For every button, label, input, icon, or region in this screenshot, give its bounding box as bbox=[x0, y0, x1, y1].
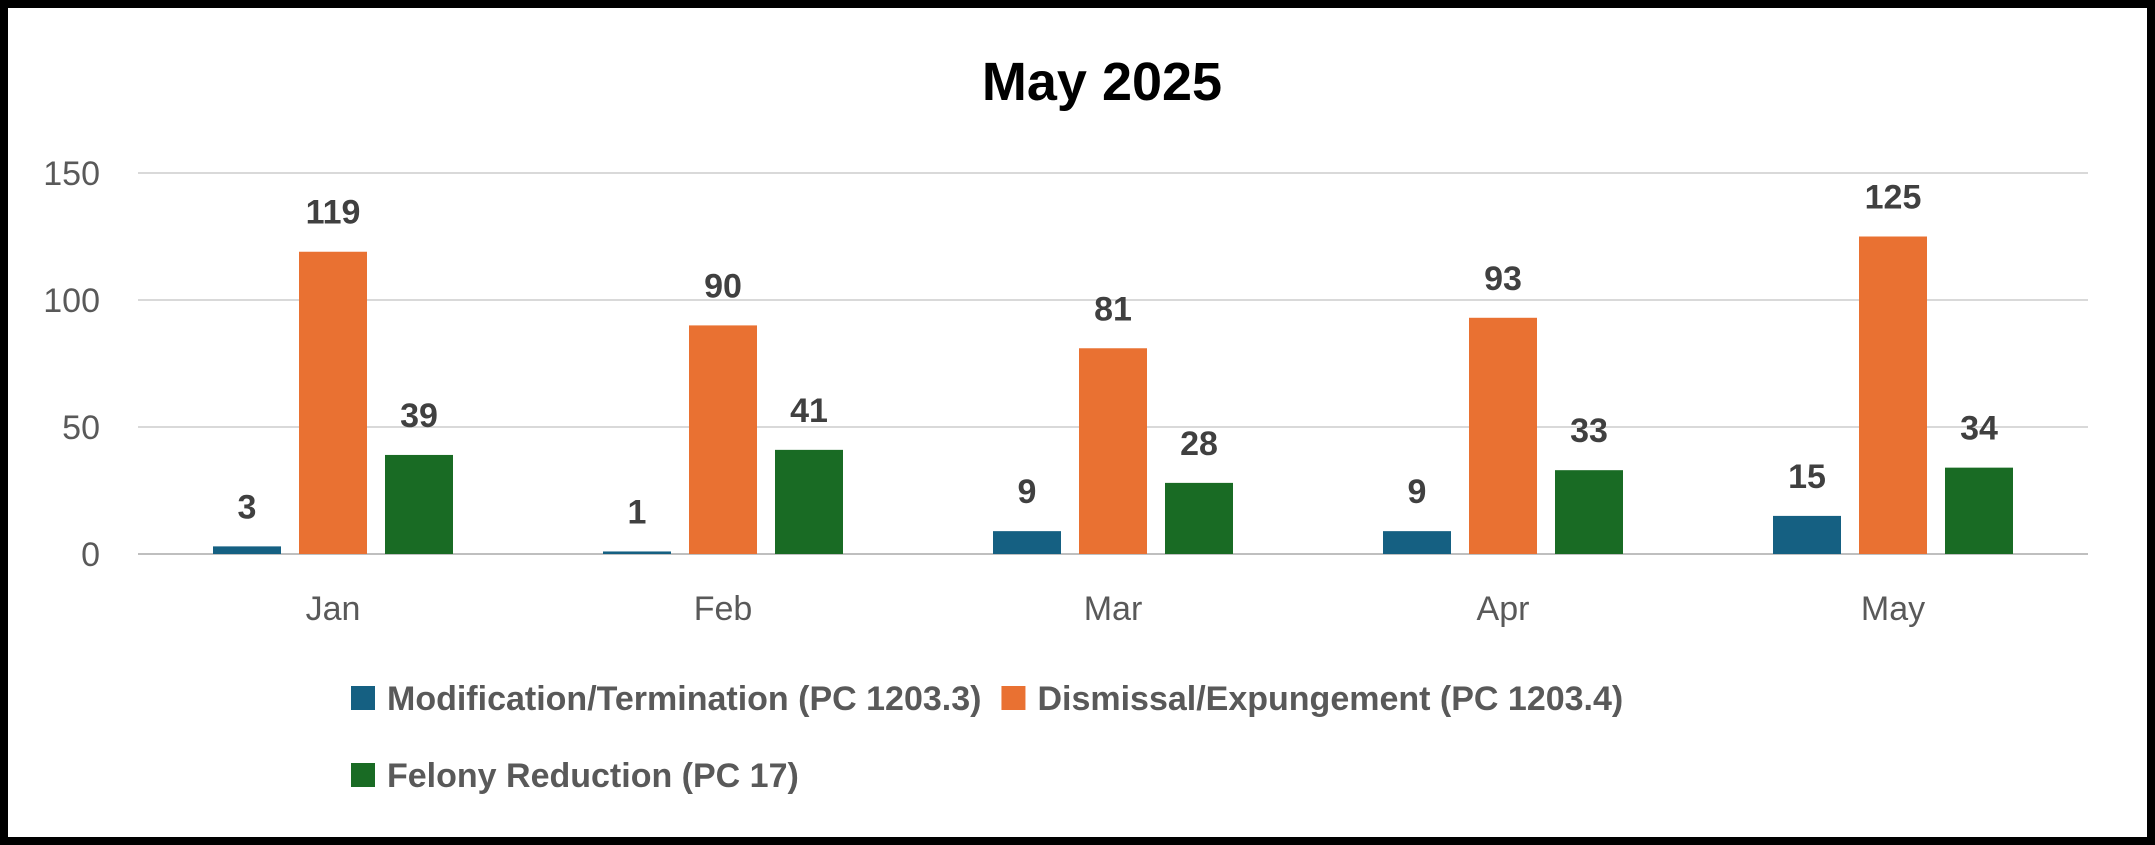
legend-label: Modification/Termination (PC 1203.3) bbox=[387, 680, 981, 718]
data-label: 1 bbox=[628, 493, 647, 531]
bar bbox=[1383, 531, 1451, 554]
data-labels: 3 119 39 1 90 41 9 81 28 9 93 33 15 125 34 bbox=[238, 179, 1998, 532]
legend: Modification/Termination (PC 1203.3) Dism… bbox=[351, 680, 1623, 795]
x-category-label: Feb bbox=[694, 590, 753, 628]
legend-swatch bbox=[1001, 686, 1026, 710]
data-label: 9 bbox=[1408, 473, 1427, 511]
bar bbox=[1165, 482, 1233, 554]
y-tick-label: 0 bbox=[81, 536, 100, 574]
data-label: 28 bbox=[1180, 425, 1218, 463]
bar bbox=[993, 531, 1061, 554]
data-label: 93 bbox=[1484, 260, 1522, 298]
bar bbox=[775, 449, 843, 554]
bar bbox=[1945, 467, 2013, 554]
bar bbox=[385, 454, 453, 554]
x-category-label: Jan bbox=[306, 590, 361, 628]
y-tick-label: 50 bbox=[62, 409, 100, 447]
bar bbox=[689, 325, 757, 554]
bar bbox=[1859, 236, 1927, 554]
data-label: 9 bbox=[1018, 473, 1037, 511]
bars bbox=[213, 236, 2013, 555]
data-label: 81 bbox=[1094, 290, 1132, 328]
legend-label: Dismissal/Expungement (PC 1203.4) bbox=[1037, 680, 1623, 718]
bar bbox=[299, 251, 367, 555]
data-label: 3 bbox=[238, 488, 257, 526]
x-axis-categories: Jan Feb Mar Apr May bbox=[306, 590, 1926, 628]
data-label: 33 bbox=[1570, 412, 1608, 450]
data-label: 39 bbox=[400, 397, 438, 435]
data-label: 15 bbox=[1788, 458, 1826, 496]
x-category-label: May bbox=[1861, 590, 1925, 628]
y-axis-ticks: 0 50 100 150 bbox=[43, 155, 100, 574]
bar-chart: May 2025 0 50 100 150 3 119 39 1 90 41 9 81 28 9 93 33… bbox=[43, 52, 2088, 795]
legend-label: Felony Reduction (PC 17) bbox=[387, 757, 799, 795]
data-label: 90 bbox=[704, 267, 742, 305]
data-label: 125 bbox=[1865, 179, 1922, 217]
data-label: 41 bbox=[790, 392, 828, 430]
legend-swatch bbox=[351, 763, 375, 787]
x-category-label: Mar bbox=[1084, 590, 1143, 628]
bar bbox=[1555, 470, 1623, 554]
bar bbox=[1469, 317, 1537, 554]
bar bbox=[213, 546, 281, 554]
x-category-label: Apr bbox=[1477, 590, 1530, 628]
data-label: 119 bbox=[306, 194, 361, 232]
y-tick-label: 100 bbox=[43, 282, 100, 320]
bar bbox=[1773, 515, 1841, 554]
chart-frame: May 2025 0 50 100 150 3 119 39 1 90 41 9 81 28 9 93 33… bbox=[8, 8, 2147, 837]
y-tick-label: 150 bbox=[43, 155, 100, 193]
bar bbox=[1079, 348, 1147, 554]
data-label: 34 bbox=[1960, 410, 1998, 448]
bar bbox=[603, 551, 671, 554]
legend-swatch bbox=[351, 686, 375, 710]
chart-title: May 2025 bbox=[982, 52, 1222, 112]
